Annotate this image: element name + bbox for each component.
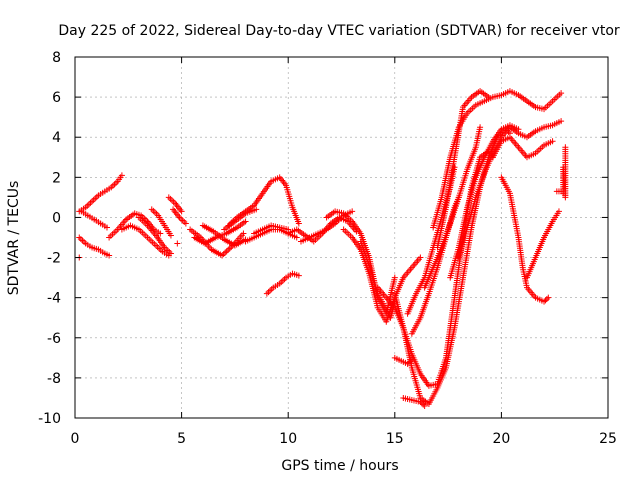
data-point bbox=[278, 279, 285, 286]
data-point bbox=[263, 290, 270, 297]
data-point bbox=[418, 400, 425, 407]
data-point bbox=[179, 217, 186, 224]
data-point bbox=[417, 254, 424, 261]
data-point bbox=[267, 287, 274, 294]
data-point bbox=[167, 232, 174, 239]
data-point bbox=[109, 182, 116, 189]
data-point bbox=[225, 246, 232, 253]
data-point bbox=[165, 194, 172, 201]
data-point bbox=[417, 398, 424, 405]
data-point bbox=[106, 252, 113, 259]
data-point bbox=[77, 236, 84, 243]
x-tick-label: 25 bbox=[599, 431, 617, 447]
data-point bbox=[169, 197, 176, 204]
data-point bbox=[549, 138, 556, 145]
data-point bbox=[90, 196, 97, 203]
data-point bbox=[293, 234, 300, 241]
data-point bbox=[477, 124, 484, 131]
y-tick-label: 2 bbox=[52, 170, 61, 186]
y-tick-label: -4 bbox=[47, 291, 61, 307]
data-point bbox=[542, 297, 549, 304]
chart-title: Day 225 of 2022, Sidereal Day-to-day VTE… bbox=[58, 23, 620, 39]
data-point bbox=[153, 210, 160, 217]
data-point bbox=[76, 234, 83, 241]
data-point bbox=[178, 215, 185, 222]
data-point bbox=[93, 193, 100, 200]
data-point bbox=[253, 206, 260, 213]
data-point bbox=[156, 245, 163, 252]
data-point bbox=[420, 401, 427, 408]
data-point bbox=[558, 90, 565, 97]
data-point bbox=[223, 248, 230, 255]
data-point bbox=[281, 276, 288, 283]
data-point bbox=[167, 195, 174, 202]
data-point bbox=[81, 239, 88, 246]
data-point bbox=[84, 202, 91, 209]
data-point bbox=[103, 224, 110, 231]
data-point bbox=[151, 209, 158, 216]
data-point bbox=[485, 94, 492, 101]
axes: 0 5 10 15 20 25 -10 -8 -6 -4 -2 0 2 4 6 8 bbox=[38, 50, 617, 447]
x-tick-label: 15 bbox=[386, 431, 404, 447]
plot-frame bbox=[74, 56, 609, 419]
data-point bbox=[79, 237, 86, 244]
y-tick-label: 0 bbox=[52, 210, 61, 226]
data-point bbox=[242, 218, 249, 225]
data-point bbox=[220, 251, 227, 258]
y-tick-label: -8 bbox=[47, 371, 61, 387]
y-tick-label: 6 bbox=[52, 90, 61, 106]
x-tick-label: 5 bbox=[177, 431, 186, 447]
data-point bbox=[558, 118, 565, 125]
data-point bbox=[87, 199, 94, 206]
data-point bbox=[349, 208, 356, 215]
data-point bbox=[181, 218, 188, 225]
data-point bbox=[268, 286, 275, 293]
data-point bbox=[150, 207, 157, 214]
y-axis-label: SDTVAR / TECUs bbox=[6, 181, 22, 296]
data-point bbox=[167, 250, 174, 257]
data-point bbox=[545, 294, 552, 301]
y-tick-label: 4 bbox=[52, 130, 61, 146]
data-point bbox=[174, 240, 181, 247]
data-point bbox=[295, 220, 302, 227]
data-point bbox=[562, 144, 569, 151]
data-point bbox=[541, 298, 548, 305]
x-tick-label: 20 bbox=[492, 431, 510, 447]
data-point bbox=[391, 274, 398, 281]
data-point bbox=[295, 272, 302, 279]
data-point bbox=[543, 296, 550, 303]
data-points bbox=[76, 88, 569, 409]
x-tick-label: 0 bbox=[71, 431, 80, 447]
data-point bbox=[118, 172, 125, 179]
data-point bbox=[265, 289, 272, 296]
y-tick-label: 8 bbox=[52, 50, 61, 66]
data-point bbox=[157, 230, 164, 237]
data-point bbox=[421, 402, 428, 409]
y-tick-label: -2 bbox=[47, 251, 61, 267]
y-tick-label: -6 bbox=[47, 331, 61, 347]
data-point bbox=[182, 220, 189, 227]
x-tick-label: 10 bbox=[279, 431, 297, 447]
data-point bbox=[92, 195, 99, 202]
data-point bbox=[555, 208, 562, 215]
data-point bbox=[240, 230, 247, 237]
data-point bbox=[85, 201, 92, 208]
x-axis-label: GPS time / hours bbox=[281, 458, 398, 474]
data-point bbox=[154, 244, 161, 251]
data-point bbox=[113, 179, 120, 186]
data-point bbox=[111, 181, 118, 188]
data-point bbox=[148, 206, 155, 213]
data-point bbox=[170, 198, 177, 205]
data-point bbox=[279, 277, 286, 284]
data-point bbox=[178, 208, 185, 215]
y-tick-label: -10 bbox=[38, 411, 61, 427]
data-point bbox=[89, 198, 96, 205]
